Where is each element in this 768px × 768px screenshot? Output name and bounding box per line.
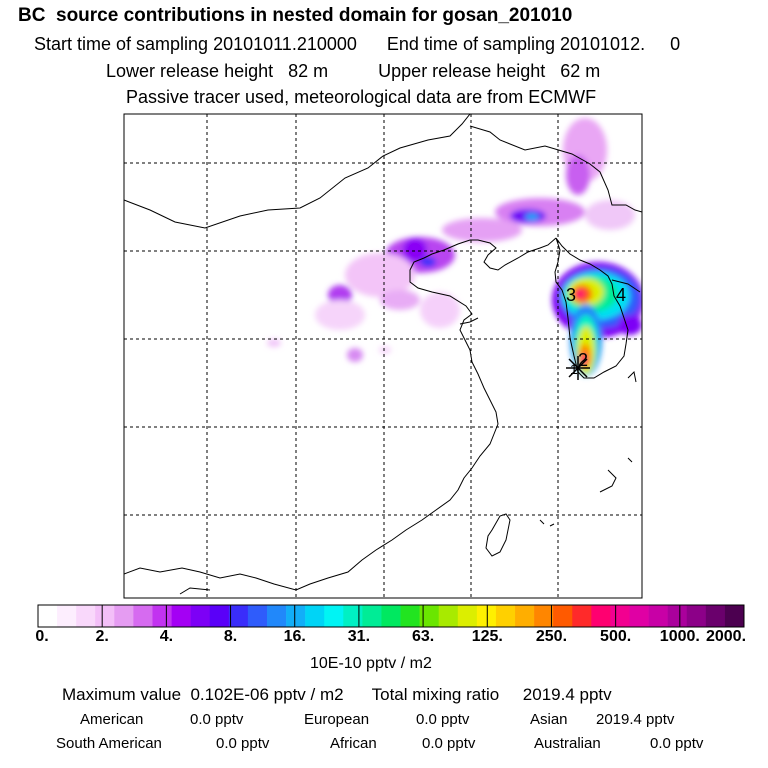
colorbar-cell xyxy=(534,605,554,627)
colorbar-cell xyxy=(610,605,630,627)
region-american-value: 0.0 pptv xyxy=(190,711,244,728)
receptor-icon xyxy=(566,356,590,380)
colorbar-tick-label: 0. xyxy=(35,628,49,645)
colorbar-tick-label: 125. xyxy=(471,628,503,645)
map-area: 3 4 2 1 xyxy=(124,114,642,598)
colorbar-cell xyxy=(228,605,249,627)
colorbar-cell xyxy=(667,605,688,627)
colorbar-tick-label: 31. xyxy=(347,628,371,645)
max-total-row: Maximum value 0.102E-06 pptv / m2 Total … xyxy=(62,686,612,703)
colorbar-cell xyxy=(476,605,497,627)
end-time: End time of sampling 20101012. 0 xyxy=(386,34,681,54)
colorbar-cell xyxy=(381,605,401,627)
coastlines xyxy=(124,114,642,595)
map-frame xyxy=(123,113,643,599)
marker-1: 1 xyxy=(570,361,578,377)
colorbar-cell xyxy=(343,605,363,627)
colorbar xyxy=(37,604,745,628)
release-heights: Lower release height 82 m Upper release … xyxy=(106,62,600,80)
region-south-american-label: South American xyxy=(56,735,162,752)
region-asian-label: Asian xyxy=(530,711,568,728)
region-australian-value: 0.0 pptv xyxy=(650,735,704,752)
markers: 3 4 2 1 xyxy=(566,285,626,377)
colorbar-cell xyxy=(324,605,344,627)
colorbar-tick-label: 2000. xyxy=(705,628,747,645)
region-australian-label: Australian xyxy=(534,735,601,752)
colorbar-cell xyxy=(400,605,420,627)
region-african-label: African xyxy=(330,735,377,752)
start-time: Start time of sampling 20101011.210000 xyxy=(34,34,357,54)
max-value: Maximum value 0.102E-06 pptv / m2 xyxy=(62,685,344,704)
colorbar-cell xyxy=(515,605,535,627)
colorbar-cell xyxy=(190,605,211,627)
sampling-times: Start time of sampling 20101011.210000 E… xyxy=(34,35,680,53)
marker-2: 2 xyxy=(578,350,588,370)
colorbar-cell xyxy=(457,605,478,627)
colorbar-cell xyxy=(629,605,649,627)
colorbar-cell xyxy=(419,605,439,627)
total-mixing-ratio: Total mixing ratio 2019.4 pptv xyxy=(371,685,612,704)
colorbar-tick-label: 1000. xyxy=(659,628,700,645)
region-african-value: 0.0 pptv xyxy=(422,735,476,752)
region-asian-value: 2019.4 pptv xyxy=(596,711,675,728)
colorbar-cell xyxy=(247,605,268,627)
colorbar-cell xyxy=(152,605,172,627)
colorbar-tick-label: 4. xyxy=(159,628,174,645)
colorbar-cell xyxy=(648,605,668,627)
region-european-value: 0.0 pptv xyxy=(416,711,470,728)
plume-field xyxy=(267,118,635,362)
colorbar-cell xyxy=(438,605,459,627)
colorbar-cell xyxy=(495,605,516,627)
colorbar-tick-label: 2. xyxy=(95,628,109,645)
graticule xyxy=(124,114,642,598)
region-south-american-value: 0.0 pptv xyxy=(216,735,270,752)
colorbar-cell xyxy=(572,605,592,627)
colorbar-tick-label: 250. xyxy=(535,628,568,645)
upper-release-height: Upper release height 62 m xyxy=(378,61,601,81)
region-american-label: American xyxy=(80,711,144,728)
colorbar-cell xyxy=(362,605,382,627)
colorbar-cell xyxy=(114,605,134,627)
tracer-note: Passive tracer used, meteorological data… xyxy=(126,87,597,107)
colorbar-cell xyxy=(76,605,96,627)
marker-4: 4 xyxy=(616,285,626,305)
colorbar-tick-label: 16. xyxy=(283,628,306,645)
colorbar-units: 10E-10 pptv / m2 xyxy=(310,655,432,672)
colorbar-cell xyxy=(553,605,573,627)
lower-release-height: Lower release height 82 m xyxy=(106,61,329,81)
colorbar-cell xyxy=(133,605,153,627)
colorbar-cell xyxy=(305,605,325,627)
region-european-label: European xyxy=(304,711,370,728)
marker-3: 3 xyxy=(566,285,576,305)
colorbar-tick-label: 63. xyxy=(411,628,435,645)
colorbar-tick-label: 8. xyxy=(223,628,238,645)
colorbar-cell xyxy=(209,605,230,627)
colorbar-cell xyxy=(286,605,306,627)
colorbar-cell xyxy=(57,605,77,627)
colorbar-cell xyxy=(38,605,58,627)
colorbar-cell xyxy=(95,605,115,627)
colorbar-cell xyxy=(591,605,611,627)
map-title: BC source contributions in nested domain… xyxy=(18,5,573,26)
colorbar-tick-label: 500. xyxy=(600,628,632,645)
colorbar-cell xyxy=(705,605,726,627)
hotspot-field xyxy=(552,262,642,376)
colorbar-cell xyxy=(171,605,191,627)
colorbar-cell xyxy=(686,605,707,627)
colorbar-cell xyxy=(266,605,287,627)
colorbar-cell xyxy=(724,605,745,627)
colorbar-cells xyxy=(38,605,745,627)
